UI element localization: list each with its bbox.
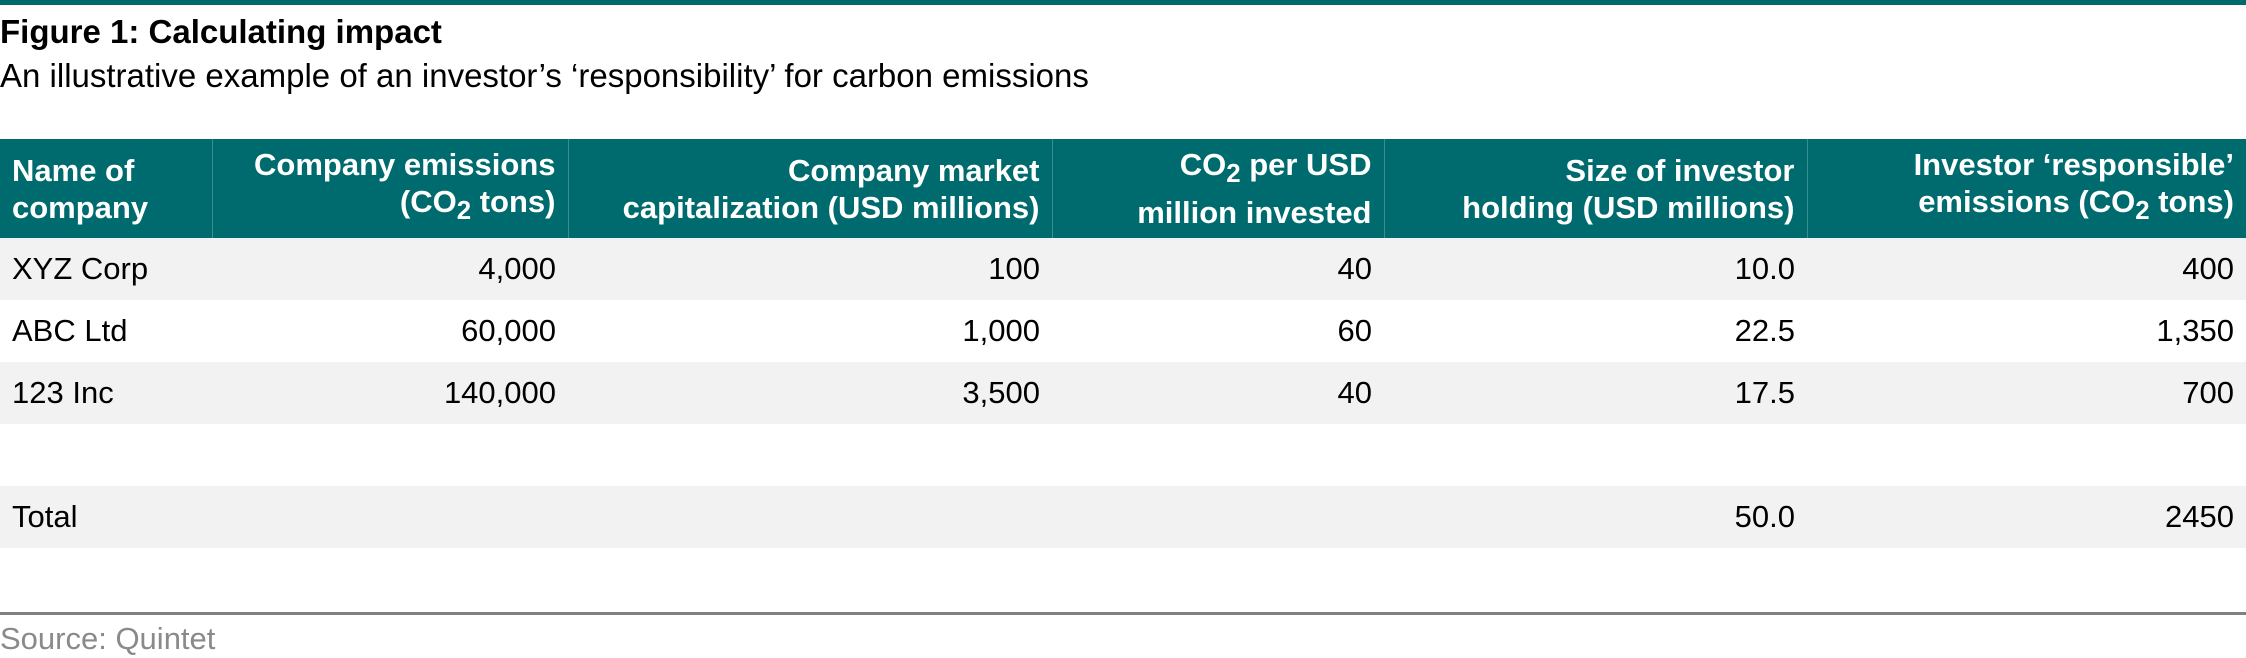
header-company-emissions: Company emissions (CO2 tons) <box>212 139 569 238</box>
cell-co2-per-usd: 60 <box>1337 313 1372 348</box>
cell-market-cap: 1,000 <box>962 313 1040 348</box>
cell-investor-holding: 17.5 <box>1384 362 1807 424</box>
cell-responsible-emissions: 1,350 <box>2156 313 2234 348</box>
header-market-cap: Company market capitalization (USD milli… <box>568 139 1053 238</box>
header-investor-holding: Size of investor holding (USD millions) <box>1384 139 1808 238</box>
impact-table: Name of company Company emissions (CO2 t… <box>0 139 2246 548</box>
figure-title: Figure 1: Calculating impact <box>0 13 442 50</box>
cell-total-co2-per-usd <box>1052 486 1384 548</box>
table-row: XYZ Corp 4,000 100 40 10.0 400 <box>0 238 2246 300</box>
cell-total-responsible: 2450 <box>1807 486 2246 548</box>
cell-total-emissions <box>212 486 568 548</box>
cell-company-emissions: 60,000 <box>461 313 556 348</box>
cell-responsible-emissions: 400 <box>1807 238 2246 300</box>
cell-investor-holding: 22.5 <box>1734 313 1795 348</box>
table-row: 123 Inc 140,000 3,500 40 17.5 700 <box>0 362 2246 424</box>
cell-company-emissions: 4,000 <box>212 238 568 300</box>
cell-total-label: Total <box>0 486 212 548</box>
cell-market-cap: 100 <box>568 238 1052 300</box>
top-rule <box>0 0 2246 5</box>
cell-company-name: 123 Inc <box>0 362 212 424</box>
cell-company-emissions: 140,000 <box>212 362 568 424</box>
header-company-name: Name of company <box>0 139 213 238</box>
header-responsible-emissions: Investor ‘responsible’ emissions (CO2 to… <box>1807 139 2246 238</box>
cell-total-market-cap <box>568 486 1052 548</box>
source-note: Source: Quintet <box>0 621 216 656</box>
cell-co2-per-usd: 40 <box>1052 362 1384 424</box>
total-row: Total 50.0 2450 <box>0 486 2246 548</box>
cell-investor-holding: 10.0 <box>1384 238 1807 300</box>
spacer-row <box>0 424 2246 486</box>
cell-responsible-emissions: 700 <box>1807 362 2246 424</box>
bottom-rule <box>0 612 2246 615</box>
figure-subtitle: An illustrative example of an investor’s… <box>0 57 1089 94</box>
cell-company-name: ABC Ltd <box>12 313 128 348</box>
header-co2-per-usd: CO2 per USD million invested <box>1052 139 1385 238</box>
cell-company-name: XYZ Corp <box>0 238 212 300</box>
cell-total-holding: 50.0 <box>1384 486 1807 548</box>
cell-co2-per-usd: 40 <box>1052 238 1384 300</box>
table-row: ABC Ltd 60,000 1,000 60 22.5 1,350 <box>0 300 2246 362</box>
table-header-row: Name of company Company emissions (CO2 t… <box>0 139 2246 238</box>
cell-market-cap: 3,500 <box>568 362 1052 424</box>
